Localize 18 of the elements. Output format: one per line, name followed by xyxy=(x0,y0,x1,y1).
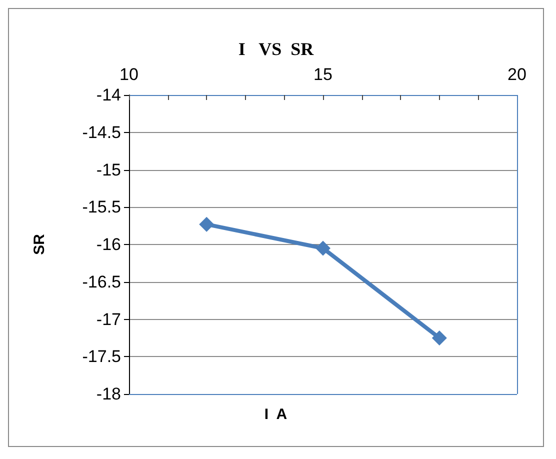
point xyxy=(316,240,330,256)
point xyxy=(199,216,214,232)
x-axis-title: I A xyxy=(264,406,288,423)
y-tick-label: -14 xyxy=(96,86,121,104)
y-tick-label: -17 xyxy=(96,310,121,329)
y-axis-title: SR xyxy=(31,234,48,255)
y-tick-label: -14.5 xyxy=(82,122,121,142)
y-tick-label: -17.5 xyxy=(82,347,121,366)
y-tick-label: -16.5 xyxy=(82,272,121,292)
y-tick-label: -16 xyxy=(96,235,121,254)
y-tick-label: -15 xyxy=(96,160,121,180)
y-tick-label: -18 xyxy=(96,384,121,404)
chart-title: I VS SR xyxy=(238,39,315,59)
x-tick-label: 15 xyxy=(314,65,332,84)
x-tick-label: 10 xyxy=(120,65,138,84)
x-tick-label: 20 xyxy=(508,65,526,84)
point xyxy=(432,330,447,346)
y-tick-label: -15.5 xyxy=(82,198,121,217)
